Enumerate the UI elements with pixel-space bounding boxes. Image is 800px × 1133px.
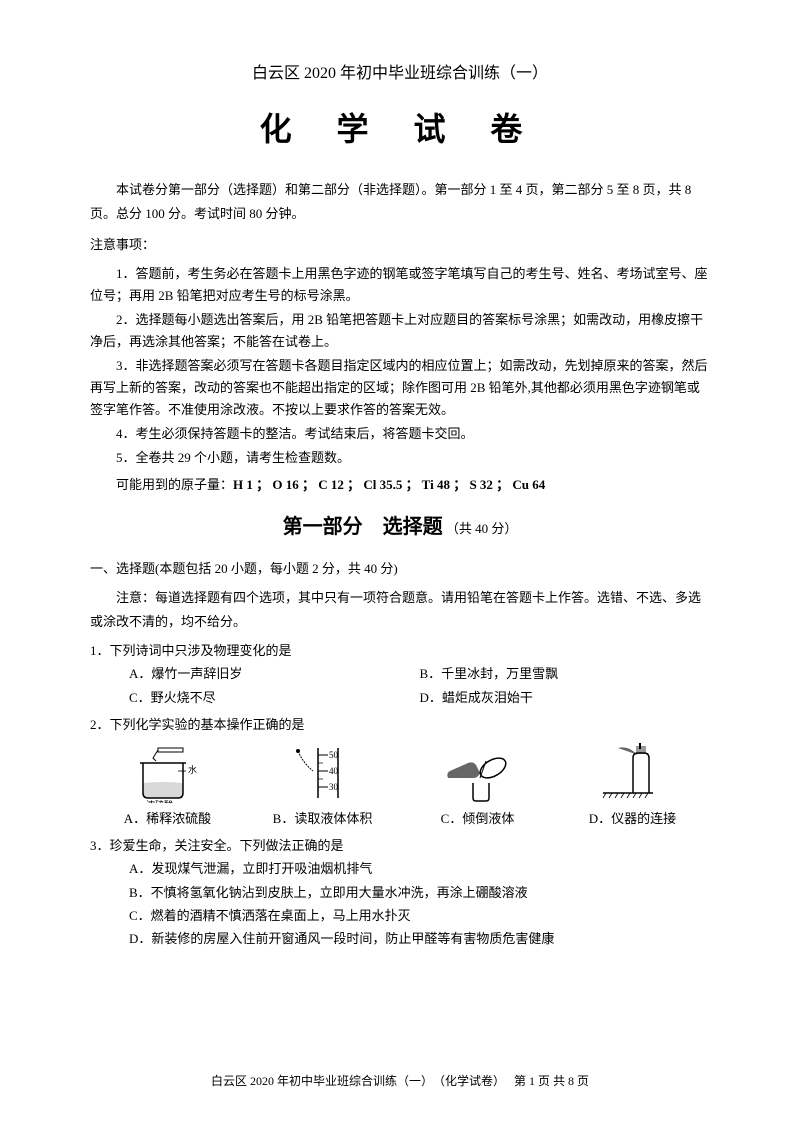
q2-opt-d: D．仪器的连接	[555, 807, 710, 830]
part-header: 一、选择题(本题包括 20 小题，每小题 2 分，共 40 分)	[90, 557, 710, 580]
pouring-icon	[400, 743, 555, 803]
svg-text:水: 水	[188, 764, 197, 775]
section-small: （共 40 分）	[446, 521, 518, 536]
q1-opt-d: D．蜡炬成灰泪始干	[420, 686, 711, 709]
notice-item: 4．考生必须保持答题卡的整洁。考试结束后，将答题卡交回。	[90, 423, 710, 445]
q3-opt-b: B．不慎将氢氧化钠沾到皮肤上，立即用大量水冲洗，再涂上硼酸溶液	[129, 881, 710, 904]
exam-header: 白云区 2020 年初中毕业班综合训练（一）	[90, 60, 710, 89]
q1-opt-a: A．爆竹一声辞旧岁	[129, 662, 420, 685]
q1-opt-b: B．千里冰封，万里雪飘	[420, 662, 711, 685]
question-3: 3．珍爱生命，关注安全。下列做法正确的是 A．发现煤气泄漏，立即打开吸油烟机排气…	[90, 834, 710, 951]
q2-opt-b: B．读取液体体积	[245, 807, 400, 830]
notice-item: 2．选择题每小题选出答案后，用 2B 铅笔把答题卡上对应题目的答案标号涂黑；如需…	[90, 309, 710, 353]
q2-opt-a: A．稀释浓硫酸	[90, 807, 245, 830]
q2-cell-c: C．倾倒液体	[400, 743, 555, 830]
q2-stem: 2．下列化学实验的基本操作正确的是	[90, 713, 710, 736]
atomic-label: 可能用到的原子量：	[116, 477, 233, 492]
svg-text:50: 50	[329, 750, 339, 760]
question-1: 1．下列诗词中只涉及物理变化的是 A．爆竹一声辞旧岁 C．野火烧不尽 B．千里冰…	[90, 639, 710, 709]
atomic-values: H 1 ； O 16 ； C 12 ； Cl 35.5 ； Ti 48 ； S …	[233, 477, 545, 492]
notice-item: 1．答题前，考生务必在答题卡上用黑色字迹的钢笔或签字笔填写自己的考生号、姓名、考…	[90, 263, 710, 307]
part-note: 注意：每道选择题有四个选项，其中只有一项符合题意。请用铅笔在答题卡上作答。选错、…	[90, 586, 710, 633]
q3-opt-d: D．新装修的房屋入住前开窗通风一段时间，防止甲醛等有害物质危害健康	[129, 927, 710, 950]
cylinder-icon: 50 40 30	[245, 743, 400, 803]
q3-opt-c: C．燃着的酒精不慎洒落在桌面上，马上用水扑灭	[129, 904, 710, 927]
q1-opt-c: C．野火烧不尽	[129, 686, 420, 709]
q1-stem: 1．下列诗词中只涉及物理变化的是	[90, 639, 710, 662]
beaker-icon: 水 浓硫酸	[90, 743, 245, 803]
page-footer: 白云区 2020 年初中毕业班综合训练（一） （化学试卷） 第 1 页 共 8 …	[0, 1071, 800, 1093]
intro-text: 本试卷分第一部分（选择题）和第二部分（非选择题）。第一部分 1 至 4 页，第二…	[90, 178, 710, 225]
section-big: 第一部分 选择题	[283, 516, 443, 538]
notice-item: 5．全卷共 29 个小题，请考生检查题数。	[90, 447, 710, 469]
section-title: 第一部分 选择题 （共 40 分）	[90, 509, 710, 545]
notice-item: 3．非选择题答案必须写在答题卡各题目指定区域内的相应位置上；如需改动，先划掉原来…	[90, 355, 710, 421]
question-2: 2．下列化学实验的基本操作正确的是 水 浓硫酸 A．稀释浓硫酸	[90, 713, 710, 830]
notice-title: 注意事项：	[90, 233, 710, 256]
q2-cell-d: D．仪器的连接	[555, 743, 710, 830]
q2-opt-c: C．倾倒液体	[400, 807, 555, 830]
q2-cell-a: 水 浓硫酸 A．稀释浓硫酸	[90, 743, 245, 830]
svg-text:浓硫酸: 浓硫酸	[146, 799, 173, 803]
q2-cell-b: 50 40 30 B．读取液体体积	[245, 743, 400, 830]
exam-title: 化 学 试 卷	[90, 101, 710, 159]
svg-text:40: 40	[329, 766, 339, 776]
svg-text:30: 30	[329, 782, 339, 792]
connect-icon	[555, 743, 710, 803]
atomic-masses: 可能用到的原子量：H 1 ； O 16 ； C 12 ； Cl 35.5 ； T…	[90, 473, 710, 496]
q3-opt-a: A．发现煤气泄漏，立即打开吸油烟机排气	[129, 857, 710, 880]
q3-stem: 3．珍爱生命，关注安全。下列做法正确的是	[90, 834, 710, 857]
